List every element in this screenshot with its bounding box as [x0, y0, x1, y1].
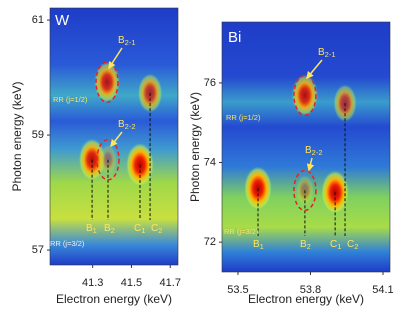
- annotation-subscript: 2: [307, 242, 311, 251]
- annotation-text: B: [305, 145, 312, 156]
- annotation-text: RR (j=3/2): [224, 227, 259, 236]
- annotation: B2-1: [118, 35, 136, 47]
- highlight-ellipse: [95, 61, 119, 103]
- annotation: B2-2: [118, 119, 136, 131]
- annotation-subscript: 2-1: [125, 38, 136, 47]
- y-axis-label: Photon energy (keV): [10, 81, 24, 191]
- annotation-subscript: 1: [93, 226, 97, 235]
- x-tick-label: 41.3: [82, 277, 103, 289]
- annotation: C1: [330, 239, 341, 251]
- annotation-subscript: 1: [260, 242, 264, 251]
- annotation: B2-1: [318, 47, 336, 59]
- y-tick-label: 57: [32, 244, 44, 256]
- y-tick-label: 74: [204, 156, 216, 168]
- y-axis-label: Photon energy (keV): [188, 92, 202, 202]
- annotation-text: RR (j=1/2): [53, 95, 88, 104]
- annotation: C1: [134, 223, 145, 235]
- annotation-subscript: 2-1: [325, 50, 336, 59]
- panel-label: Bi: [228, 29, 241, 46]
- annotation: C2: [151, 223, 162, 235]
- peak: [291, 74, 319, 117]
- annotation-arrow: [306, 157, 315, 172]
- annotation-text: C: [134, 223, 141, 234]
- annotation: B2: [104, 223, 115, 235]
- highlight-ellipse: [293, 74, 317, 116]
- annotation-text: B: [118, 35, 125, 46]
- highlight-ellipse: [293, 169, 317, 212]
- y-tick-label: 59: [32, 129, 44, 141]
- x-tick-label: 41.5: [121, 277, 142, 289]
- annotation-arrow: [108, 47, 123, 70]
- annotation-text: B: [86, 223, 93, 234]
- annotation-subscript: 2: [158, 226, 162, 235]
- annotation-text: B: [104, 223, 111, 234]
- annotation-text: RR (j=3/2): [50, 239, 85, 248]
- annotation-arrow: [110, 131, 123, 148]
- x-tick-label: 41.7: [160, 277, 181, 289]
- annotation-subscript: 2-2: [312, 148, 323, 157]
- annotation-text: B: [300, 239, 307, 250]
- annotation: RR (j=1/2): [226, 113, 261, 122]
- annotation-text: C: [347, 239, 354, 250]
- x-axis-label: Electron energy (keV): [248, 292, 364, 306]
- annotation-text: C: [151, 223, 158, 234]
- annotation-text: C: [330, 239, 337, 250]
- axes-frame: [49, 7, 179, 266]
- annotation-text: RR (j=1/2): [226, 113, 261, 122]
- annotation-text: B: [118, 119, 125, 130]
- annotation-text: B: [318, 47, 325, 58]
- annotation-subscript: 2: [111, 226, 115, 235]
- annotation: C2: [347, 239, 358, 251]
- y-tick-label: 72: [204, 236, 216, 248]
- annotation-arrow: [306, 59, 323, 80]
- annotation: B2: [300, 239, 311, 251]
- annotation: RR (j=1/2): [53, 95, 88, 104]
- annotation: RR (j=3/2): [224, 227, 259, 236]
- axes-frame: [221, 21, 391, 273]
- annotation-subscript: 1: [337, 242, 341, 251]
- heatmap-background: [50, 8, 178, 265]
- x-tick-label: 53.8: [300, 284, 321, 296]
- annotation-subscript: 1: [141, 226, 145, 235]
- annotation: B2-2: [305, 145, 323, 157]
- annotation-subscript: 2-2: [125, 122, 136, 131]
- annotation: B1: [253, 239, 264, 251]
- heatmap-background: [222, 22, 390, 272]
- highlight-ellipse: [96, 139, 120, 181]
- y-tick-label: 76: [204, 77, 216, 89]
- annotation-text: B: [253, 239, 260, 250]
- peak: [94, 61, 120, 103]
- panel-label: W: [55, 12, 70, 29]
- annotation: B1: [86, 223, 97, 235]
- x-tick-label: 53.5: [227, 284, 248, 296]
- annotation-subscript: 2: [354, 242, 358, 251]
- y-tick-label: 61: [32, 14, 44, 26]
- x-tick-label: 54.1: [372, 284, 393, 296]
- x-axis-label: Electron energy (keV): [56, 292, 172, 306]
- annotation: RR (j=3/2): [50, 239, 85, 248]
